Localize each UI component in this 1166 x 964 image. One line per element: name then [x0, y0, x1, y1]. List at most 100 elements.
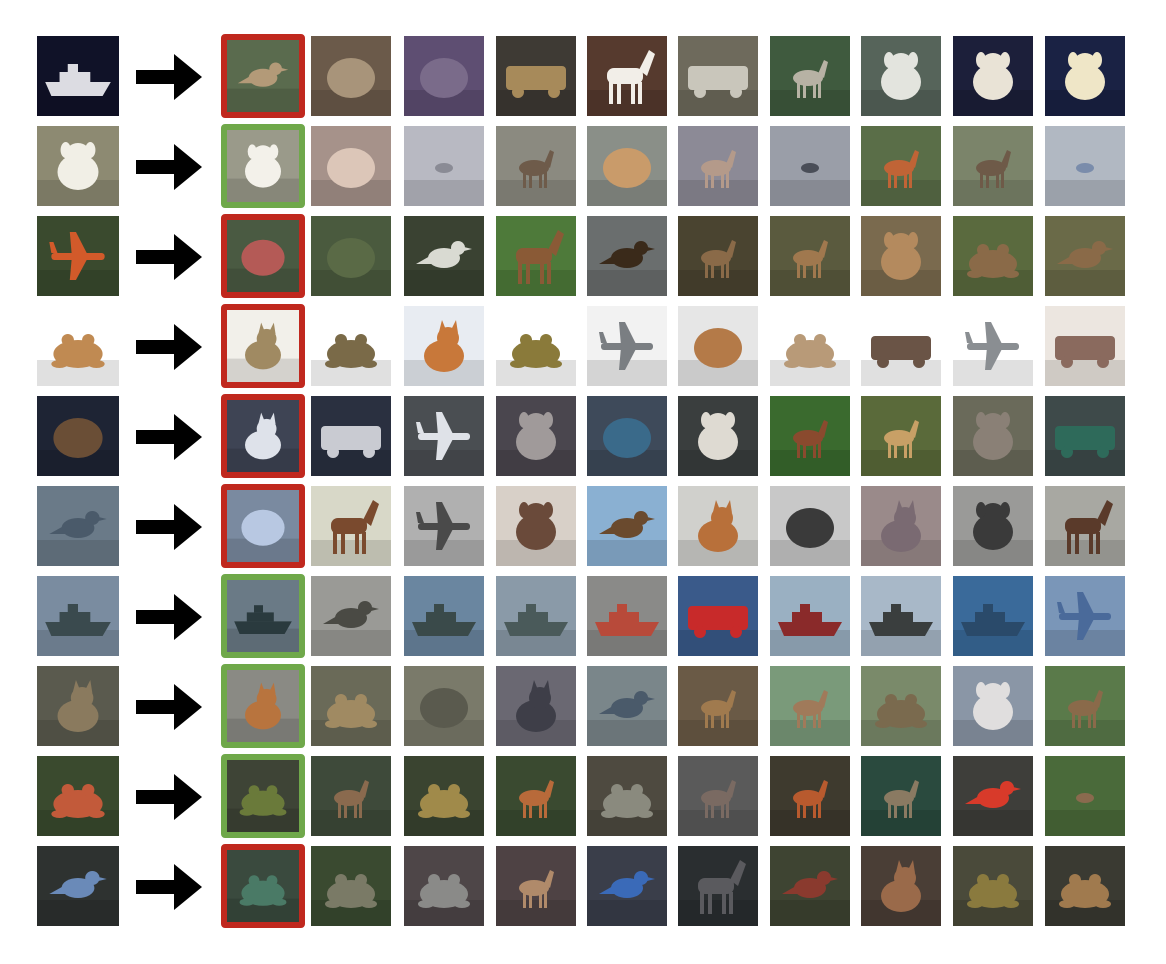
retrieved-thumbnail — [770, 576, 850, 656]
retrieved-thumbnail — [953, 666, 1033, 746]
right-arrow-icon — [136, 54, 202, 100]
retrieved-thumbnail — [678, 486, 758, 566]
retrieved-image — [587, 306, 667, 386]
retrieved-image — [678, 576, 758, 656]
retrieved-thumbnail — [587, 126, 667, 206]
retrieved-image — [404, 576, 484, 656]
retrieved-thumbnail — [953, 216, 1033, 296]
retrieved-thumbnail — [770, 486, 850, 566]
retrieved-thumbnail — [1045, 396, 1125, 476]
retrieved-image — [861, 396, 941, 476]
retrieved-image — [587, 846, 667, 926]
retrieved-image — [770, 486, 850, 566]
query-thumbnail — [37, 756, 119, 836]
retrieved-image — [953, 756, 1033, 836]
retrieved-image — [496, 756, 576, 836]
retrieved-thumbnail — [404, 486, 484, 566]
query-image — [37, 576, 119, 656]
retrieved-thumbnail — [404, 396, 484, 476]
retrieved-thumbnail — [953, 846, 1033, 926]
query-thumbnail — [37, 126, 119, 206]
retrieved-image — [770, 846, 850, 926]
retrieved-image — [311, 756, 391, 836]
retrieval-row — [0, 574, 1166, 658]
query-image — [37, 216, 119, 296]
retrieved-thumbnail — [311, 846, 391, 926]
retrieved-thumbnail — [861, 666, 941, 746]
retrieved-image — [311, 846, 391, 926]
retrieved-image — [1045, 666, 1125, 746]
retrieved-image — [311, 216, 391, 296]
retrieved-thumbnail — [496, 216, 576, 296]
retrieved-image — [861, 576, 941, 656]
retrieved-image — [770, 306, 850, 386]
retrieval-row — [0, 754, 1166, 838]
retrieved-thumbnail — [496, 126, 576, 206]
retrieved-thumbnail — [587, 306, 667, 386]
retrieved-image — [404, 36, 484, 116]
retrieved-image — [311, 576, 391, 656]
retrieval-row — [0, 844, 1166, 928]
retrieved-image — [1045, 486, 1125, 566]
retrieved-thumbnail — [227, 310, 299, 382]
retrieved-thumbnail — [311, 36, 391, 116]
retrieved-thumbnail — [678, 846, 758, 926]
retrieved-image — [1045, 576, 1125, 656]
query-thumbnail — [37, 216, 119, 296]
retrieved-image — [1045, 846, 1125, 926]
retrieved-thumbnail — [404, 126, 484, 206]
retrieved-image — [496, 846, 576, 926]
nearest-match-incorrect — [221, 214, 305, 298]
retrieved-thumbnail — [1045, 846, 1125, 926]
retrieved-thumbnail — [678, 576, 758, 656]
retrieved-thumbnail — [404, 36, 484, 116]
retrieved-thumbnail — [496, 846, 576, 926]
retrieved-image — [1045, 306, 1125, 386]
right-arrow-icon — [136, 864, 202, 910]
retrieved-thumbnail — [311, 306, 391, 386]
right-arrow-icon — [136, 414, 202, 460]
query-image — [37, 306, 119, 386]
right-arrow-icon — [136, 594, 202, 640]
retrieved-image — [770, 36, 850, 116]
query-thumbnail — [37, 846, 119, 926]
right-arrow-icon — [136, 234, 202, 280]
retrieved-thumbnail — [404, 846, 484, 926]
retrieved-image — [861, 756, 941, 836]
retrieved-image — [678, 126, 758, 206]
retrieved-thumbnail — [587, 486, 667, 566]
retrieved-thumbnail — [311, 396, 391, 476]
right-arrow-icon — [136, 324, 202, 370]
retrieved-thumbnail — [678, 36, 758, 116]
retrieved-thumbnail — [227, 40, 299, 112]
retrieved-image — [496, 36, 576, 116]
retrieved-thumbnail — [496, 36, 576, 116]
retrieved-image — [770, 756, 850, 836]
retrieved-thumbnail — [861, 396, 941, 476]
retrieved-image — [1045, 756, 1125, 836]
retrieved-image — [311, 36, 391, 116]
retrieved-thumbnail — [496, 396, 576, 476]
retrieved-thumbnail — [1045, 36, 1125, 116]
retrieved-image — [861, 486, 941, 566]
retrieved-image — [1045, 126, 1125, 206]
retrieved-image — [587, 666, 667, 746]
retrieved-image — [587, 216, 667, 296]
retrieved-thumbnail — [496, 306, 576, 386]
retrieved-image — [587, 396, 667, 476]
retrieved-thumbnail — [227, 580, 299, 652]
query-thumbnail — [37, 666, 119, 746]
retrieved-image — [678, 306, 758, 386]
retrieved-image — [496, 486, 576, 566]
query-thumbnail — [37, 486, 119, 566]
query-image — [37, 396, 119, 476]
retrieved-thumbnail — [587, 216, 667, 296]
retrieved-image — [953, 126, 1033, 206]
retrieved-image — [678, 846, 758, 926]
retrieved-image — [404, 756, 484, 836]
retrieved-image — [678, 216, 758, 296]
retrieved-thumbnail — [587, 666, 667, 746]
retrieved-thumbnail — [861, 36, 941, 116]
retrieved-thumbnail — [587, 396, 667, 476]
